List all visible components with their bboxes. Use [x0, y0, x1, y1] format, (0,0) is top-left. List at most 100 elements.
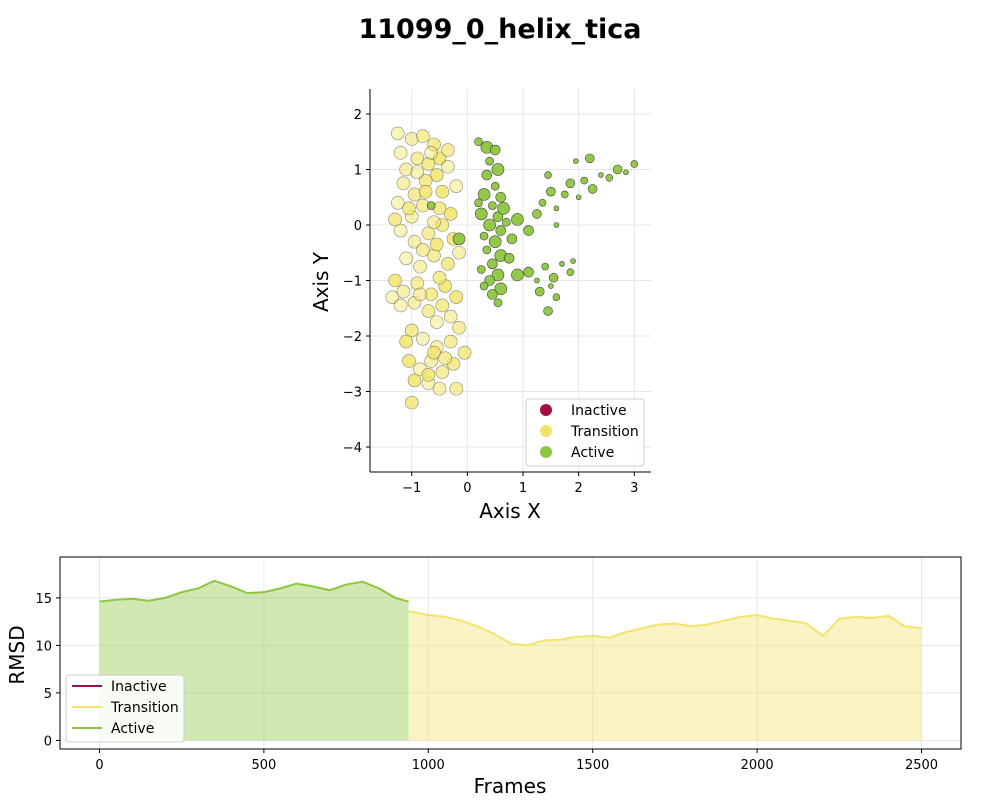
scatter-point-transition	[452, 245, 466, 260]
scatter-y-tick-label: 0	[354, 219, 362, 234]
rmsd-legend-label-active: Active	[111, 721, 154, 737]
scatter-point-active	[494, 282, 508, 296]
scatter-y-tick-label: 2	[354, 108, 362, 123]
legend-marker-active	[540, 446, 552, 458]
rmsd-tick-labels: 0 500 1000 1500 2000 2500 0 5 10 15	[35, 592, 938, 773]
legend-marker-transition	[540, 425, 552, 437]
rmsd-y-tick-label: 10	[35, 639, 52, 654]
scatter-point-transition	[441, 257, 455, 271]
scatter-point-active	[487, 289, 498, 300]
scatter-point-transition	[443, 334, 458, 349]
scatter-point-transition	[404, 323, 419, 338]
scatter-point-transition	[443, 207, 458, 221]
rmsd-x-tick-label: 2000	[741, 758, 774, 773]
scatter-point-active	[474, 198, 483, 208]
scatter-point-active	[488, 201, 497, 210]
rmsd-frame	[59, 556, 962, 750]
scatter-point-transition	[418, 184, 433, 199]
scatter-y-tick-label: −2	[343, 330, 362, 345]
scatter-point-transition	[396, 284, 411, 299]
scatter-point-transition	[427, 137, 441, 152]
scatter-tick-labels: −1 0 1 2 3 −4 −3 −2 −1 0 1 2	[343, 108, 639, 496]
scatter-point-transition	[421, 368, 436, 382]
scatter-y-axis-label: Axis Y	[309, 251, 333, 312]
scatter-point-active	[570, 258, 576, 264]
scatter-x-tick-label: 1	[519, 481, 527, 496]
rmsd-panel: 0 500 1000 1500 2000 2500 0 5 10 15 Frames RMSD I…	[5, 556, 962, 798]
rmsd-line-transition	[408, 610, 922, 647]
scatter-point-transition	[441, 143, 455, 157]
scatter-point-active	[548, 272, 559, 283]
scatter-point-active	[452, 232, 466, 246]
scatter-point-transition	[435, 298, 450, 313]
scatter-point-transition	[435, 365, 450, 379]
scatter-point-transition	[416, 331, 430, 346]
scatter-point-active	[490, 181, 500, 191]
scatter-point-active	[566, 268, 575, 276]
scatter-point-active	[487, 258, 498, 270]
rmsd-x-tick-label: 2500	[905, 758, 938, 773]
scatter-point-active	[598, 172, 604, 178]
scatter-point-transition	[438, 351, 452, 366]
scatter-point-active	[479, 281, 489, 291]
scatter-point-active	[503, 252, 515, 264]
rmsd-state-fill	[99, 580, 922, 741]
scatter-point-transition	[396, 176, 411, 191]
scatter-point-transition	[410, 165, 425, 180]
scatter-point-active	[511, 213, 524, 226]
scatter-point-active	[495, 191, 507, 203]
rmsd-x-tick-label: 500	[251, 758, 276, 773]
scatter-point-active	[548, 283, 554, 289]
scatter-point-active	[493, 298, 503, 308]
scatter-point-transition	[402, 201, 416, 216]
rmsd-x-tick-label: 1500	[576, 758, 609, 773]
scatter-point-active	[488, 235, 502, 248]
scatter-x-tick-label: 0	[463, 481, 471, 496]
scatter-point-transition	[407, 234, 422, 249]
scatter-point-transition	[432, 270, 447, 285]
scatter-gridlines	[370, 89, 651, 472]
scatter-point-active	[479, 231, 489, 241]
scatter-point-transition	[429, 237, 444, 252]
scatter-point-active	[477, 188, 491, 201]
scatter-point-transition	[410, 151, 425, 166]
scatter-points	[385, 126, 639, 410]
scatter-point-active	[506, 233, 518, 245]
scatter-point-transition	[399, 334, 413, 349]
scatter-point-transition	[424, 146, 439, 160]
scatter-point-transition	[393, 146, 408, 160]
scatter-x-tick-label: 3	[630, 481, 638, 496]
scatter-point-transition	[452, 320, 466, 335]
scatter-point-transition	[413, 259, 427, 274]
scatter-x-tick-label: −1	[402, 481, 421, 496]
scatter-point-active	[523, 225, 534, 236]
scatter-point-transition	[432, 381, 447, 396]
rmsd-legend: Inactive Transition Active	[65, 674, 185, 743]
scatter-point-transition	[393, 223, 408, 238]
scatter-point-transition	[416, 129, 430, 143]
scatter-point-active	[605, 174, 614, 182]
scatter-point-transition	[404, 132, 419, 146]
scatter-point-active	[546, 186, 556, 197]
scatter-point-transition	[449, 290, 464, 304]
rmsd-legend-frame	[65, 674, 185, 743]
scatter-point-active	[523, 266, 534, 278]
scatter-point-transition	[432, 151, 447, 166]
scatter-point-transition	[429, 168, 444, 182]
scatter-point-transition	[407, 187, 422, 202]
scatter-point-transition	[449, 381, 464, 396]
scatter-legend: Inactive Transition Active	[525, 398, 645, 467]
scatter-point-transition	[399, 162, 413, 177]
scatter-point-transition	[441, 159, 455, 174]
scatter-point-transition	[427, 345, 441, 360]
scatter-point-transition	[421, 157, 436, 171]
scatter-point-transition	[416, 243, 430, 257]
scatter-point-active	[497, 202, 510, 215]
rmsd-y-tick-label: 0	[44, 734, 52, 749]
scatter-point-active	[559, 261, 565, 267]
scatter-point-active	[482, 245, 492, 255]
scatter-point-active	[623, 169, 629, 176]
scatter-point-transition	[443, 309, 458, 324]
scatter-point-transition	[385, 290, 400, 304]
scatter-point-active	[483, 218, 496, 232]
